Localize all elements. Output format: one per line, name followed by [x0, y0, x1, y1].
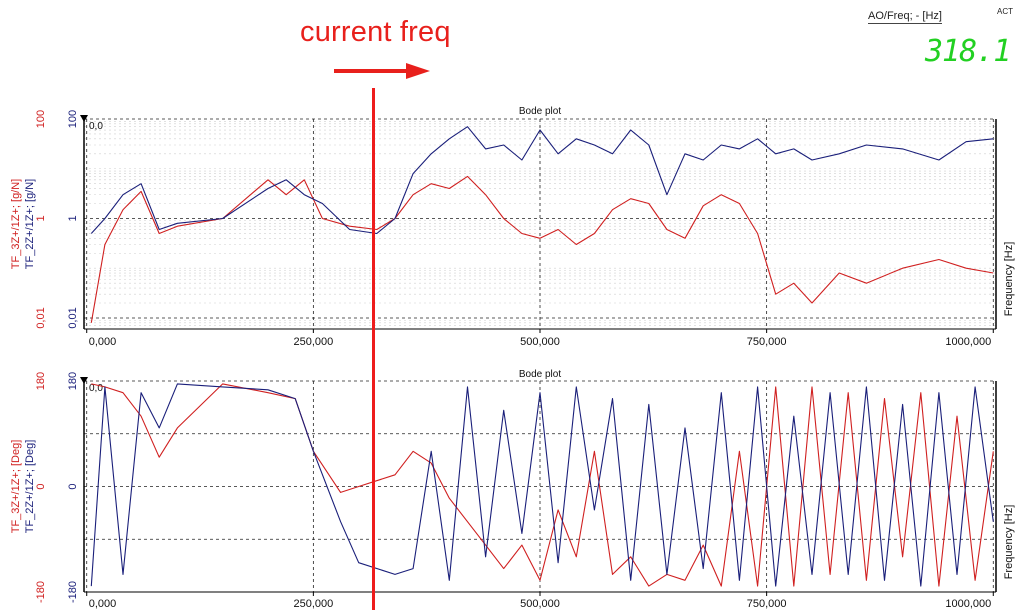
y-tick-label-blue: 1	[67, 215, 79, 221]
x-tick-label: 250,000	[293, 598, 333, 610]
y-tick-label-red: 0	[35, 483, 47, 489]
y-tick-label-red: 0,01	[35, 307, 47, 328]
x-tick-label: 750,000	[747, 598, 787, 610]
current-freq-annotation: current freq	[300, 16, 451, 48]
y-axis-label-blue: TF_2Z+/1Z+; [Deg]	[24, 440, 36, 534]
y-tick-label-blue: 100	[67, 110, 79, 128]
x-tick-label: 0,000	[89, 598, 117, 610]
y-tick-label-red: 1	[35, 215, 47, 221]
y-tick-label-red: 180	[35, 372, 47, 390]
plot-title: Bode plot	[519, 106, 561, 117]
y-tick-label-blue: -180	[67, 581, 79, 603]
series-line-red	[91, 383, 994, 587]
readout-label: AO/Freq; - [Hz]	[868, 10, 942, 24]
y-tick-label-red: 100	[35, 110, 47, 128]
x-tick-label: 500,000	[520, 598, 560, 610]
axis-marker	[80, 115, 88, 122]
plot-title: Bode plot	[519, 369, 561, 380]
x-tick-label: 0,000	[89, 336, 117, 348]
y-axis-label-red: TF_3Z+/1Z+; [Deg]	[10, 440, 22, 534]
y-tick-label-red: -180	[35, 581, 47, 603]
frequency-cursor[interactable]	[372, 88, 375, 610]
x-tick-label: 1000,000	[945, 336, 991, 348]
series-line-blue	[90, 126, 994, 235]
y-tick-label-blue: 0,01	[67, 307, 79, 328]
x-tick-label: 250,000	[293, 336, 333, 348]
right-axis-label: Frequency [Hz]	[1003, 242, 1015, 317]
plot-grid	[84, 118, 996, 330]
y-tick-label-blue: 180	[67, 372, 79, 390]
right-axis-label: Frequency [Hz]	[1003, 505, 1015, 580]
y-axis-label-blue: TF_2Z+/1Z+; [g/N]	[24, 179, 36, 269]
plot-grid	[84, 380, 996, 593]
corner-label: 0,0	[89, 121, 103, 132]
x-tick-label: 750,000	[747, 336, 787, 348]
axis-marker	[80, 377, 88, 384]
series-line-red	[90, 175, 994, 323]
x-tick-label: 1000,000	[945, 598, 991, 610]
series-line-blue	[90, 383, 994, 587]
y-tick-label-blue: 0	[67, 483, 79, 489]
right-arrow-icon	[334, 63, 430, 79]
readout-status: ACT	[997, 7, 1013, 16]
x-tick-label: 500,000	[520, 336, 560, 348]
y-axis-label-red: TF_3Z+/1Z+; [g/N]	[10, 179, 22, 269]
corner-label: 0,0	[89, 383, 103, 394]
